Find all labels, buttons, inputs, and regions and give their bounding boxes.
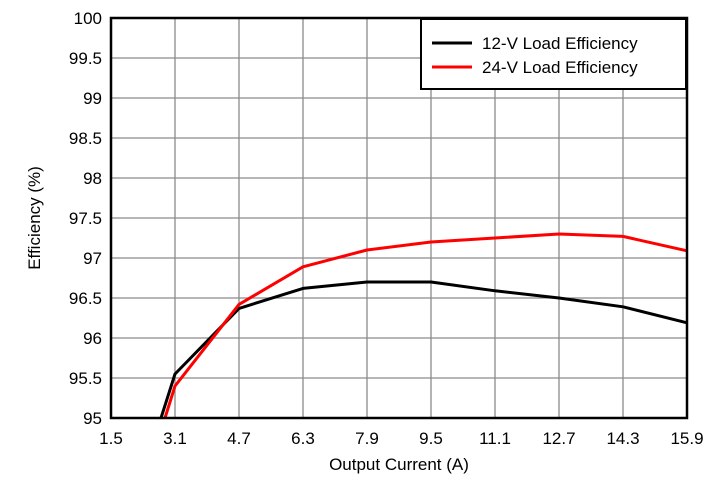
y-tick-label: 97.5 <box>69 209 102 228</box>
y-tick-label: 95 <box>83 409 102 428</box>
x-tick-label: 9.5 <box>419 429 443 448</box>
legend-label-12v: 12-V Load Efficiency <box>482 34 638 53</box>
x-tick-label: 11.1 <box>479 429 511 448</box>
series-line-24v <box>163 232 688 419</box>
y-tick-label: 96 <box>83 329 102 348</box>
x-tick-label: 15.9 <box>670 429 703 448</box>
x-tick-label: 12.7 <box>542 429 575 448</box>
legend-box <box>420 18 687 90</box>
plot-frame <box>109 16 689 420</box>
x-tick-label: 14.3 <box>606 429 639 448</box>
legend: 12-V Load Efficiency 24-V Load Efficienc… <box>420 18 687 90</box>
legend-label-24v: 24-V Load Efficiency <box>482 58 638 77</box>
x-tick-label: 4.7 <box>227 429 251 448</box>
x-tick-label: 1.5 <box>99 429 123 448</box>
y-tick-label: 97 <box>83 249 102 268</box>
y-tick-label: 99.5 <box>69 49 102 68</box>
series-lines <box>159 232 688 419</box>
y-tick-label: 95.5 <box>69 369 102 388</box>
x-tick-label: 3.1 <box>163 429 187 448</box>
x-tick-label: 6.3 <box>291 429 315 448</box>
tick-labels: 1.5 3.1 4.7 6.3 7.9 9.5 11.1 12.7 14.3 15.9 95 95.5… <box>69 9 704 448</box>
y-tick-label: 98.5 <box>69 129 102 148</box>
series-line-12v <box>159 280 688 419</box>
x-axis-label: Output Current (A) <box>329 455 469 474</box>
y-tick-label: 100 <box>74 9 102 28</box>
x-tick-label: 7.9 <box>355 429 379 448</box>
y-axis-label: Efficiency (%) <box>25 166 44 270</box>
y-tick-label: 98 <box>83 169 102 188</box>
y-tick-label: 96.5 <box>69 289 102 308</box>
y-tick-label: 99 <box>83 89 102 108</box>
